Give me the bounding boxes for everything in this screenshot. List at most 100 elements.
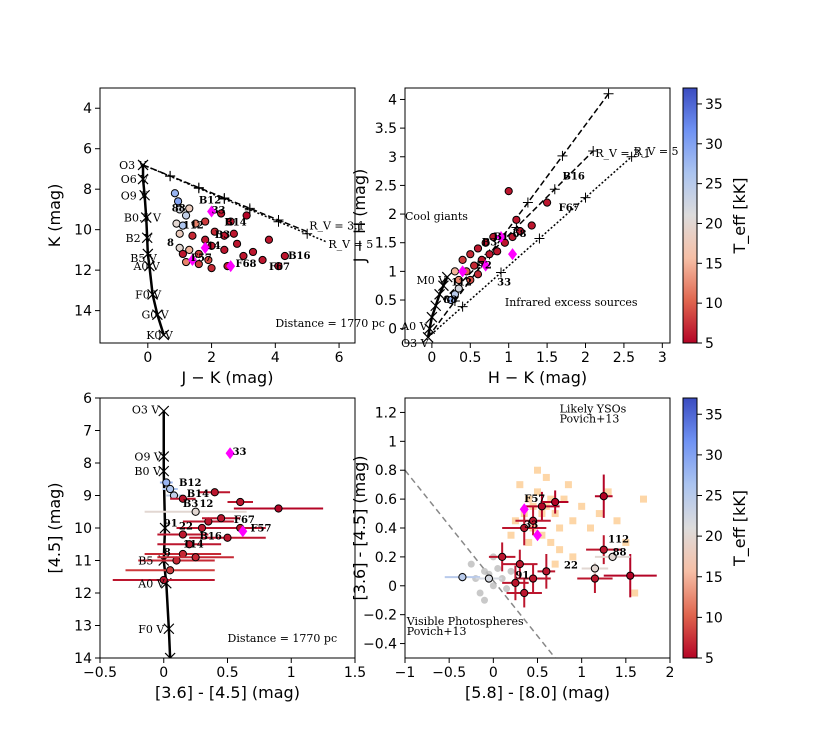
main-sequence-cross bbox=[140, 212, 152, 223]
data-point bbox=[191, 507, 200, 516]
x-tick-label: 0.5 bbox=[216, 665, 238, 681]
yso-marker bbox=[547, 538, 555, 546]
data-point bbox=[191, 219, 200, 228]
colorbar-tick-label: 15 bbox=[705, 256, 723, 272]
reddening-cross bbox=[457, 301, 468, 312]
x-tick-label: 6 bbox=[335, 350, 344, 366]
data-point bbox=[185, 245, 194, 255]
reddening-line bbox=[142, 164, 327, 243]
data-point bbox=[232, 239, 242, 248]
spectral-type-label: B2 V bbox=[126, 232, 154, 245]
main-sequence-cross bbox=[437, 280, 449, 292]
point-label: 88 bbox=[443, 295, 457, 306]
y-axis-label: [4.5] (mag) bbox=[45, 482, 64, 573]
data-point bbox=[178, 249, 187, 259]
main-sequence-cross bbox=[141, 232, 153, 244]
reddening-cross bbox=[626, 151, 637, 162]
data-point bbox=[226, 217, 235, 226]
highlight-marker bbox=[225, 447, 235, 460]
x-tick-label: 1.5 bbox=[344, 665, 366, 681]
reddening-cross bbox=[193, 183, 204, 194]
data-point bbox=[528, 574, 538, 583]
y-tick-label: 6 bbox=[83, 391, 92, 407]
highlight-marker bbox=[238, 525, 248, 538]
x-axis-label: H − K (mag) bbox=[488, 368, 587, 387]
point-label: 22 bbox=[564, 560, 578, 571]
yso-marker bbox=[507, 531, 515, 539]
data-point bbox=[166, 566, 175, 575]
main-sequence-cross bbox=[422, 331, 434, 343]
colorbar-tick-label: 30 bbox=[705, 448, 723, 464]
data-point bbox=[599, 492, 608, 501]
colorbar-tick-label: 35 bbox=[705, 97, 723, 113]
reddening-label: R_V = 5 bbox=[328, 238, 373, 251]
data-point bbox=[590, 574, 600, 583]
yso-marker bbox=[569, 517, 577, 525]
annotation: Povich+13 bbox=[407, 625, 467, 638]
colorbar-tick-label: 35 bbox=[705, 407, 723, 423]
x-tick-label: 3 bbox=[658, 350, 667, 366]
point-label: 14 bbox=[207, 241, 221, 252]
data-point bbox=[217, 209, 226, 218]
colorbar-tick-label: 5 bbox=[705, 336, 714, 352]
y-axis-label: K (mag) bbox=[45, 184, 64, 248]
annotation: Cool giants bbox=[405, 210, 468, 223]
point-label: 112 bbox=[608, 534, 629, 545]
y-tick-label: 2.5 bbox=[375, 178, 397, 194]
spectral-type-label: M0 V bbox=[417, 274, 448, 287]
data-point bbox=[166, 484, 175, 494]
data-point bbox=[175, 229, 184, 238]
data-point bbox=[528, 516, 538, 525]
reddening-cross bbox=[557, 150, 568, 161]
yso-marker bbox=[631, 589, 639, 597]
data-point bbox=[274, 504, 283, 513]
yso-marker bbox=[511, 517, 519, 525]
data-point bbox=[239, 251, 248, 261]
annotation: Infrared excess sources bbox=[505, 296, 638, 309]
y-tick-label: −0.4 bbox=[363, 637, 397, 653]
x-tick-label: 1 bbox=[287, 665, 296, 681]
spectral-type-label: O9 V bbox=[121, 189, 150, 202]
point-label: B3 bbox=[215, 230, 230, 241]
yso-marker bbox=[516, 481, 524, 489]
colorbar-tick-label: 5 bbox=[705, 651, 714, 667]
point-label: F57 bbox=[250, 523, 271, 534]
main-sequence-cross bbox=[158, 465, 170, 477]
data-point bbox=[188, 231, 197, 240]
colorbar bbox=[682, 397, 698, 659]
y-tick-label: 0 bbox=[388, 322, 397, 338]
x-tick-label: 0 bbox=[427, 350, 436, 366]
y-tick-label: 11 bbox=[74, 554, 92, 570]
yso-marker bbox=[595, 510, 603, 518]
main-sequence-cross bbox=[441, 271, 453, 283]
x-tick-label: 0.5 bbox=[526, 665, 548, 681]
data-point bbox=[207, 264, 216, 273]
yso-marker bbox=[569, 553, 577, 561]
y-tick-label: 0 bbox=[388, 579, 397, 595]
y-tick-label: 9 bbox=[83, 489, 92, 505]
y-tick-label: 1 bbox=[388, 434, 397, 450]
photosphere-marker bbox=[503, 585, 511, 593]
spectral-type-label: A0 V bbox=[132, 260, 160, 273]
annotation: Distance = 1770 pc bbox=[275, 317, 385, 330]
data-point bbox=[508, 232, 517, 242]
yso-marker bbox=[613, 517, 621, 525]
spectral-type-label: A0 V bbox=[137, 577, 165, 590]
x-tick-label: 1 bbox=[504, 350, 513, 366]
point-label: 112 bbox=[183, 221, 204, 232]
highlight-marker bbox=[226, 260, 236, 273]
axes-frame bbox=[404, 87, 671, 344]
point-label: 33 bbox=[524, 520, 538, 531]
data-point bbox=[520, 588, 529, 598]
point-label: B14 bbox=[187, 489, 209, 500]
point-label: B1 bbox=[493, 232, 508, 243]
data-point bbox=[178, 221, 187, 230]
data-point bbox=[194, 259, 203, 269]
highlight-marker bbox=[207, 205, 217, 218]
data-point bbox=[175, 205, 184, 214]
data-point bbox=[498, 552, 507, 561]
data-point bbox=[446, 295, 456, 305]
